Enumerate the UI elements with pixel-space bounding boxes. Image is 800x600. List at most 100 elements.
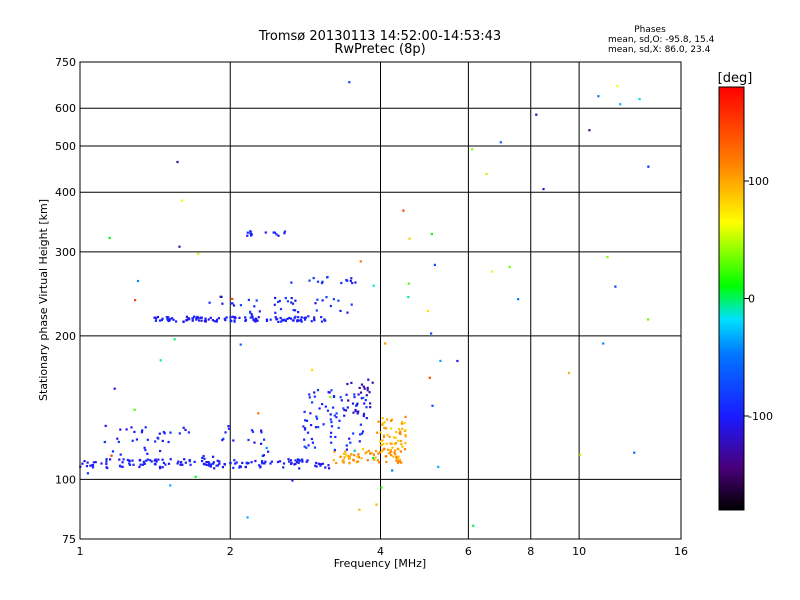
data-point — [209, 316, 212, 319]
data-point — [222, 437, 225, 440]
data-point — [400, 443, 403, 446]
data-point — [211, 462, 215, 465]
data-point — [397, 455, 400, 458]
data-point — [139, 463, 142, 466]
data-point — [351, 402, 355, 405]
data-point — [250, 429, 254, 432]
data-point — [217, 317, 220, 320]
phases-mean-o: mean, sd,O: -95.8, 15.4 — [608, 35, 715, 45]
data-point — [154, 440, 157, 443]
data-point — [195, 316, 198, 319]
data-point — [313, 446, 317, 449]
data-point — [158, 319, 162, 322]
data-point — [191, 317, 194, 320]
data-point — [250, 233, 253, 236]
x-axis-ticks: 1 2 4 6 8 10 16 — [77, 545, 689, 558]
data-point — [606, 255, 609, 259]
data-point — [204, 317, 207, 320]
data-point — [363, 402, 366, 405]
data-point — [224, 431, 227, 434]
data-point — [269, 462, 272, 465]
data-point — [249, 230, 252, 233]
data-point — [396, 457, 400, 460]
data-point — [348, 456, 352, 459]
data-point — [221, 466, 224, 469]
data-point — [322, 423, 325, 426]
data-point — [324, 405, 327, 408]
data-point — [144, 426, 147, 429]
data-point — [224, 319, 227, 322]
data-point — [279, 316, 282, 320]
data-point — [186, 318, 189, 321]
data-point — [187, 431, 190, 434]
data-point — [283, 232, 286, 235]
data-point — [320, 316, 323, 319]
data-point — [288, 460, 291, 463]
data-point — [159, 467, 162, 470]
data-point — [239, 304, 242, 307]
data-point — [350, 277, 353, 280]
data-point — [81, 462, 84, 465]
data-point — [342, 452, 346, 455]
data-point — [403, 422, 406, 425]
data-point — [360, 397, 363, 400]
data-point — [208, 462, 211, 465]
data-point — [251, 315, 254, 318]
colorbar-label: [deg] — [718, 71, 753, 86]
data-point — [154, 458, 157, 461]
data-point — [386, 433, 389, 436]
data-point — [337, 426, 340, 429]
data-point — [235, 461, 238, 464]
data-point — [303, 316, 306, 319]
data-point — [332, 406, 335, 409]
data-point — [330, 441, 333, 444]
plot-area: 1 2 4 6 8 10 16 75 100 200 300 400 500 600 750 — [55, 56, 688, 558]
data-point — [390, 418, 394, 421]
data-point — [335, 412, 338, 415]
data-point — [372, 456, 375, 460]
data-point — [372, 453, 375, 456]
data-point — [238, 316, 241, 319]
data-point — [355, 460, 358, 464]
data-point — [350, 453, 353, 456]
data-point — [314, 464, 317, 467]
data-point — [162, 461, 165, 464]
data-point — [344, 450, 347, 453]
data-point — [326, 276, 329, 279]
data-point — [339, 396, 342, 399]
data-point — [103, 440, 106, 444]
data-point — [265, 318, 268, 321]
data-point — [395, 457, 398, 460]
data-point — [297, 316, 300, 319]
data-point — [383, 447, 386, 450]
data-point — [275, 318, 278, 321]
data-point — [105, 462, 108, 466]
data-point — [246, 234, 249, 237]
data-point — [182, 320, 185, 323]
data-point — [491, 270, 494, 273]
data-point — [200, 319, 203, 322]
data-point — [274, 316, 277, 319]
data-point — [161, 458, 164, 461]
data-point — [258, 464, 261, 467]
data-point — [304, 419, 307, 422]
data-point — [207, 318, 210, 321]
data-point — [305, 419, 309, 422]
data-point — [313, 316, 316, 319]
data-point — [201, 456, 204, 459]
data-point — [204, 319, 207, 322]
data-point — [287, 458, 290, 461]
data-point — [306, 431, 310, 434]
data-point — [91, 466, 95, 469]
data-point — [358, 386, 361, 389]
data-point — [647, 318, 650, 321]
data-point — [339, 455, 342, 458]
data-point — [365, 394, 368, 397]
data-point — [233, 319, 236, 322]
data-point — [257, 316, 260, 319]
data-point — [365, 417, 368, 420]
data-point — [208, 301, 211, 304]
data-point — [383, 421, 386, 424]
data-point — [362, 414, 365, 418]
data-point — [308, 396, 311, 399]
